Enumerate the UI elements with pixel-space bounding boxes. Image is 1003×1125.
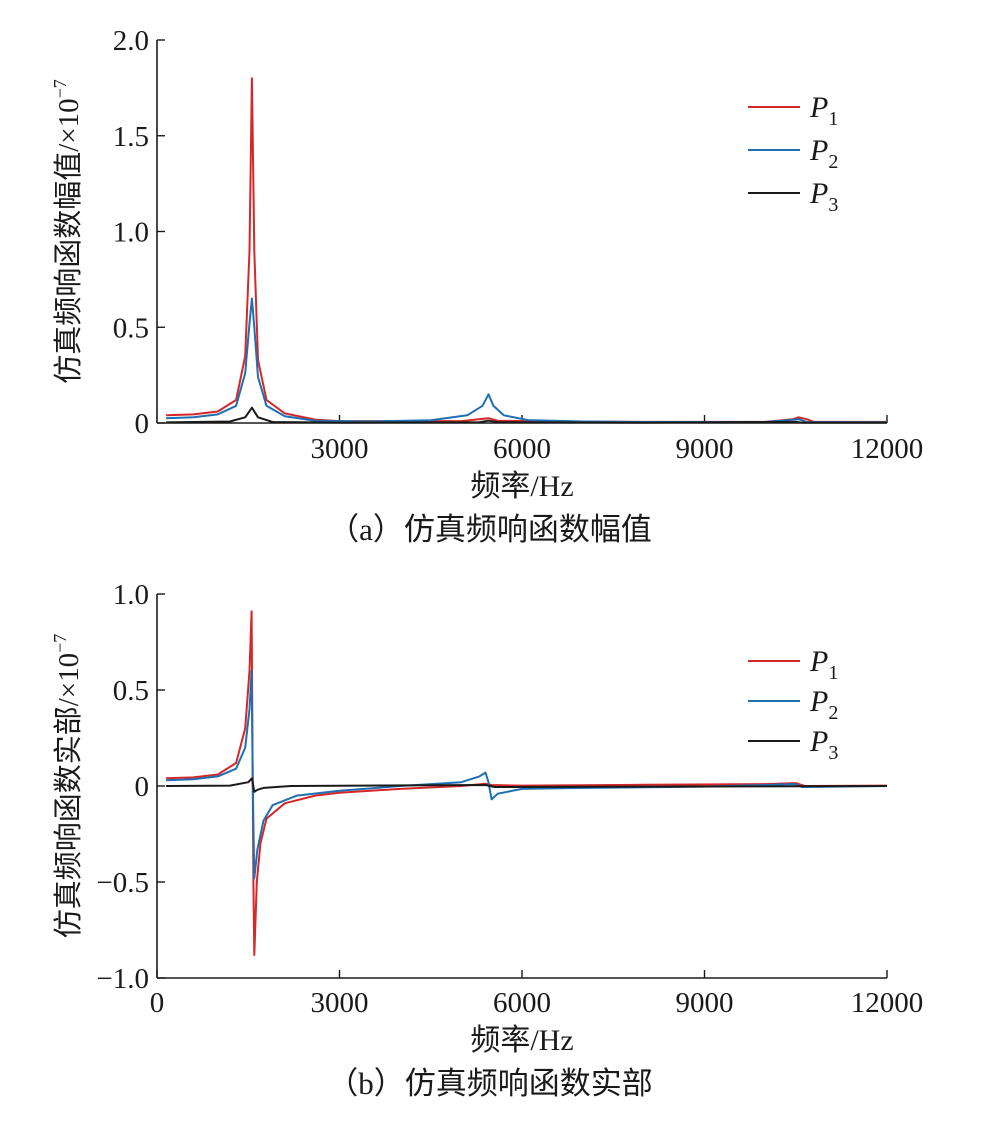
chart-a-legend-label-3: P3 <box>809 177 838 216</box>
chart-b-y-tick-label: −1.0 <box>96 963 149 995</box>
chart-a-series-line-3 <box>166 406 887 424</box>
chart-b-y-tick-label: 0.5 <box>113 675 149 707</box>
chart-b-legend-subscript-1: 1 <box>828 662 838 684</box>
chart-b-y-axis-label: 仿真频响函数实部/×10−7 <box>50 634 85 939</box>
chart-b-x-tick-label: 12000 <box>851 987 924 1019</box>
chart-b-legend-subscript-2: 2 <box>828 702 838 724</box>
chart-b-x-tick-label: 0 <box>150 987 165 1019</box>
chart-b-series-line-3 <box>166 777 888 793</box>
chart-b-x-axis-label: 频率/Hz <box>470 1024 573 1057</box>
chart-a-legend-subscript-2: 2 <box>828 151 838 173</box>
chart-b-x-tick-label: 9000 <box>676 987 734 1019</box>
chart-b-legend-label-1: P1 <box>809 645 838 684</box>
chart-b-y-tick-label: 1.0 <box>113 579 149 611</box>
chart-a-series-line-1 <box>166 77 887 423</box>
chart-a-y-tick-label: 0 <box>135 408 150 440</box>
chart-b-legend-label-2: P2 <box>809 685 838 724</box>
chart-b-legend-subscript-3: 3 <box>828 742 838 764</box>
chart-a-legend-subscript-3: 3 <box>828 194 838 216</box>
chart-b-x-tick-label: 3000 <box>311 987 369 1019</box>
chart-a-x-tick-label: 12000 <box>851 433 924 465</box>
chart-b-y-axis-label-exponent: −7 <box>50 634 70 653</box>
chart-b-y-tick-label: 0 <box>135 771 150 803</box>
chart-a-x-tick-label: 9000 <box>676 433 734 465</box>
chart-a-x-axis-label: 频率/Hz <box>470 470 573 503</box>
chart-b-caption: （b）仿真频响函数实部 <box>327 1066 653 1101</box>
chart-a-y-tick-label: 1.5 <box>113 121 149 153</box>
chart-a-y-tick-label: 0.5 <box>113 312 149 344</box>
chart-a-legend-label-1: P1 <box>809 91 838 130</box>
chart-a-y-tick-label: 2.0 <box>113 25 149 57</box>
chart-a-y-tick-label: 1.0 <box>113 217 149 249</box>
chart-b-x-tick-label: 6000 <box>493 987 551 1019</box>
chart-a-caption: （a）仿真频响函数幅值 <box>328 512 652 547</box>
chart-b-y-tick-label: −0.5 <box>96 867 149 899</box>
chart-a-x-tick-label: 3000 <box>311 433 369 465</box>
chart-a-x-tick-label: 6000 <box>493 433 551 465</box>
chart-a-y-axis-label-exponent: −7 <box>50 79 70 98</box>
chart-b-series-line-2 <box>166 669 888 880</box>
chart-b-legend-label-3: P3 <box>809 725 838 764</box>
chart-b-series-line-1 <box>166 610 888 956</box>
chart-a-y-axis-label: 仿真频响函数幅值/×10−7 <box>50 79 85 384</box>
chart-a-series-line-2 <box>166 297 888 424</box>
chart-a-legend-label-2: P2 <box>809 134 838 173</box>
chart-a-legend-subscript-1: 1 <box>828 108 838 130</box>
